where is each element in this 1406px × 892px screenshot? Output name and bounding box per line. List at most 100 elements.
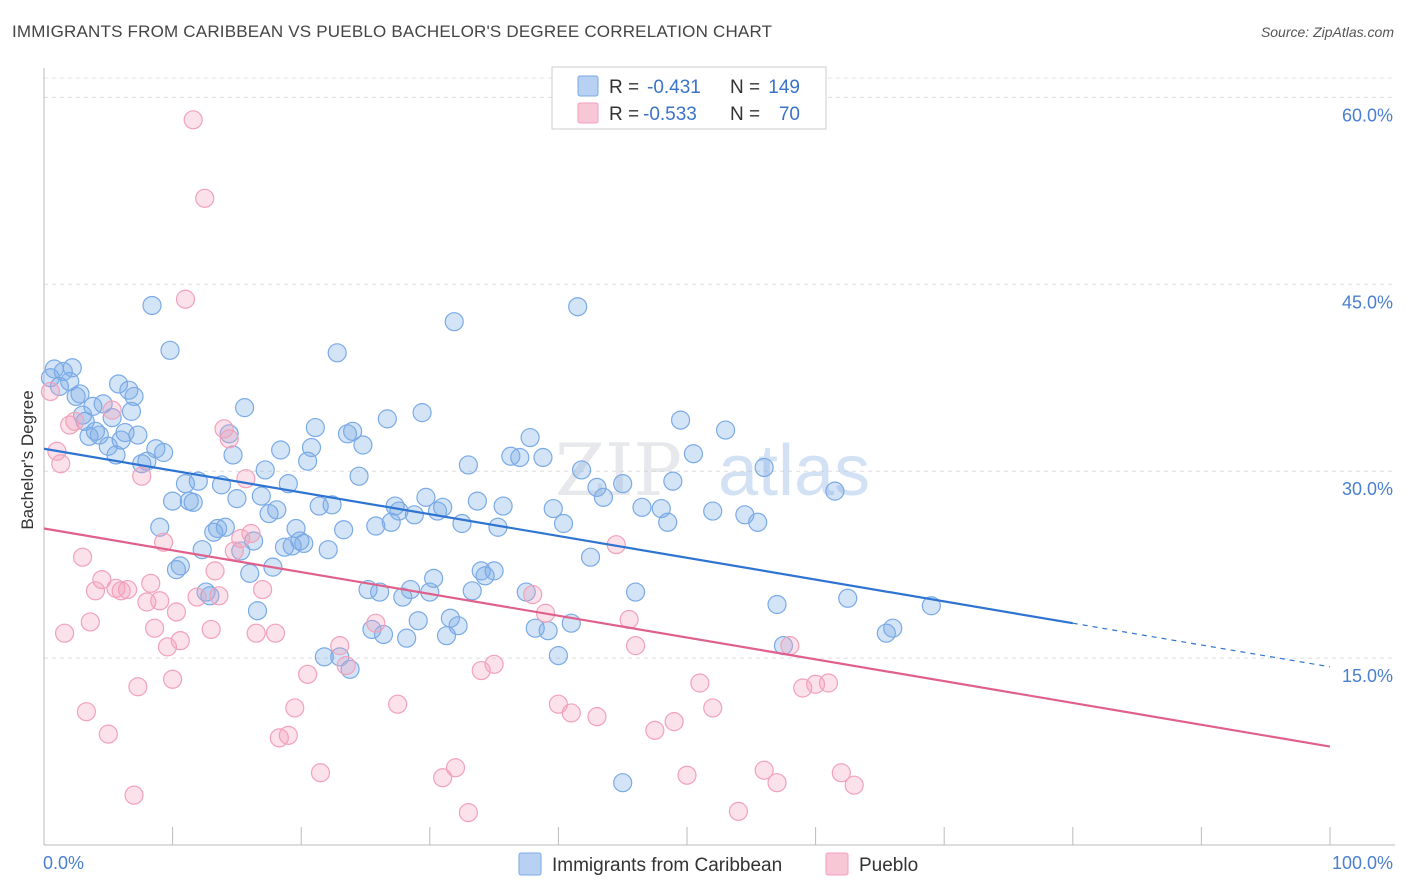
pueblo-point [183,110,203,130]
caribbean-point [49,376,70,397]
caribbean-point [150,517,170,537]
pueblo-point [241,523,261,544]
caribbean-point [553,513,574,534]
pueblo-point [195,188,215,208]
pueblo-point [484,654,504,674]
caribbean-point [370,582,390,602]
caribbean-point [251,486,271,506]
caribbean-point [204,522,224,542]
caribbean-point [838,588,858,608]
caribbean-point [170,556,190,576]
pueblo-point [98,724,118,744]
pueblo-point [728,801,749,821]
caribbean-point [467,491,487,511]
caribbean-point [580,547,601,567]
caribbean-point [85,421,106,441]
caribbean-point [183,492,203,512]
pueblo-point [844,775,864,795]
caribbean-point [703,501,723,521]
pueblo-point [187,587,207,607]
pueblo-point [60,415,80,435]
caribbean-point [322,495,342,515]
caribbean-point [247,601,268,621]
caribbean-point [215,517,235,537]
caribbean-point [337,424,358,444]
pueblo-point [175,289,196,309]
pueblo-point [523,584,543,605]
caribbean-point [271,440,291,460]
caribbean-point [825,481,845,501]
watermark-zip: ZIP [555,428,682,512]
caribbean-point [433,497,453,517]
pueblo-point [336,655,356,676]
pueblo-point [141,573,161,593]
caribbean-point [715,420,736,440]
caribbean-point [62,358,82,378]
x-tick-label-max: 100.0% [1332,853,1393,873]
caribbean-point [876,623,896,643]
caribbean-point [121,401,142,421]
legend-n-label-caribbean: N = [730,77,760,98]
caribbean-point [124,386,144,407]
caribbean-point [377,409,397,429]
pueblo-point [144,618,165,638]
pueblo-point [80,612,100,632]
pueblo-point [330,636,350,656]
pueblo-point [690,673,710,693]
pueblo-point [625,636,646,656]
caribbean-point [102,408,122,428]
caribbean-point [510,447,530,468]
caribbean-point [543,498,563,519]
pueblo-point [253,579,273,600]
pueblo-point [278,725,298,745]
caribbean-point [393,587,413,607]
caribbean-point [593,487,614,507]
caribbean-point [397,628,417,648]
pueblo-point [265,623,286,643]
pueblo-point [831,763,851,783]
pueblo-point [76,702,97,722]
pueblo-point [150,591,170,611]
pueblo-point [128,677,148,697]
legend-swatch-caribbean [577,75,599,97]
legend-r-value-pueblo: -0.533 [643,104,697,125]
caribbean-point [404,505,424,525]
caribbean-point [373,624,394,645]
y-tick-label: 15.0% [1342,666,1393,686]
pueblo-point [561,703,581,723]
pueblo-point [205,561,225,581]
pueblo-point [51,454,71,474]
caribbean-point [160,340,180,360]
pueblo-point [54,623,75,643]
caribbean-point [462,581,482,601]
y-tick-labels: 15.0% 30.0% 45.0% 60.0% [1342,105,1393,686]
pueblo-point [102,400,122,420]
caribbean-point [520,427,540,448]
pueblo-point [677,765,697,785]
pueblo-point [209,586,229,606]
caribbean-point [448,616,468,636]
pueblo-point [703,698,723,718]
caribbean-point [381,512,401,532]
caribbean-point [153,442,174,463]
caribbean-point [883,618,903,638]
pueblo-point [163,669,183,689]
legend-r-label-pueblo: R = [609,104,639,125]
caribbean-point [343,421,363,441]
caribbean-point [444,312,464,332]
axes [43,68,1395,846]
caribbean-point [318,540,338,560]
pueblo-point [111,581,131,601]
source-label: Source: ZipAtlas.com [1260,24,1394,40]
series-pueblo-points [40,110,864,823]
chart-title: IMMIGRANTS FROM CARIBBEAN VS PUEBLO BACH… [12,22,773,41]
pueblo-point [72,547,93,567]
legend-r-label-caribbean: R = [609,77,639,98]
caribbean-point [142,295,162,316]
y-tick-label: 45.0% [1342,292,1393,312]
pueblo-point [231,528,251,549]
y-tick-label: 30.0% [1342,479,1393,499]
caribbean-point [301,437,322,458]
pueblo-trend-line [43,527,1331,748]
